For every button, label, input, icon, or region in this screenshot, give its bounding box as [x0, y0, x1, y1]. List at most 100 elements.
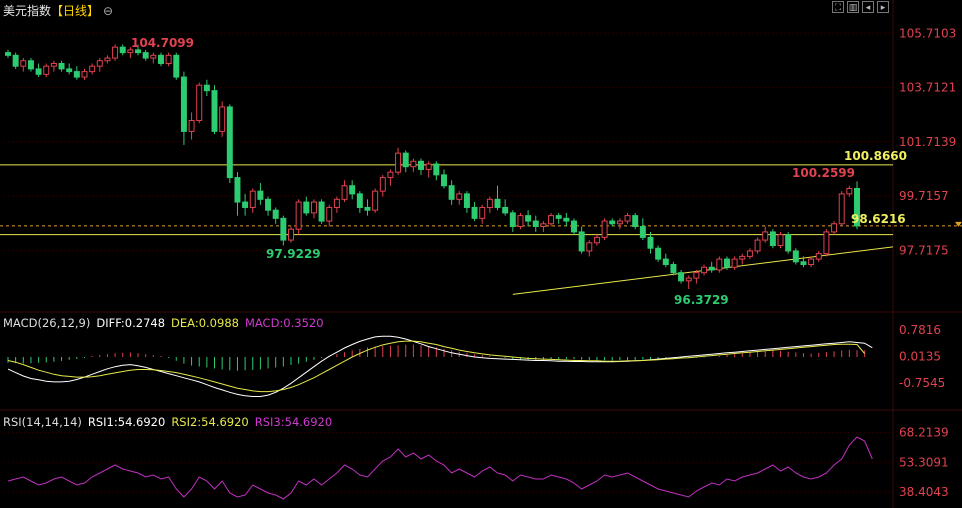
rsi2-text: RSI2:54.6920 — [171, 415, 249, 429]
rsi3-text: RSI3:54.6920 — [254, 415, 333, 429]
candle-body — [746, 250, 753, 257]
rsi-label: RSI(14,14,14) — [3, 415, 82, 429]
layout-icon[interactable]: ▥ — [847, 1, 859, 13]
candle-body — [303, 201, 310, 214]
candle-body — [525, 215, 532, 222]
rsi1-text: RSI1:54.6920 — [87, 415, 166, 429]
candle-body — [486, 198, 493, 208]
candle-body — [226, 106, 233, 179]
candle-body — [272, 209, 279, 219]
candle-body — [823, 231, 830, 255]
candle-body — [769, 231, 776, 247]
candle-body — [249, 190, 256, 208]
back-icon[interactable]: ◂ — [862, 1, 874, 13]
candle-body — [586, 242, 593, 252]
recent-high-annotation: 100.2599 — [792, 166, 855, 180]
candle-body — [548, 215, 555, 225]
candle-body — [540, 223, 547, 227]
candle-body — [754, 239, 761, 252]
candle-body — [532, 220, 539, 227]
candle-body — [418, 160, 425, 170]
macd-label: MACD(26,12,9) — [3, 316, 91, 330]
candle-body — [135, 49, 142, 54]
candle-body — [762, 231, 769, 241]
candle-body — [571, 220, 577, 233]
macd-legend: MACD(26,12,9) DIFF:0.2748 DEA:0.0988 MACD:0… — [3, 316, 330, 330]
candle-body — [716, 258, 723, 271]
instrument-name: 美元指数 — [3, 4, 52, 18]
candle-body — [647, 236, 654, 249]
magnifier-icon[interactable]: ⊖ — [103, 4, 114, 18]
y-tick-label: 103.7121 — [899, 81, 956, 95]
rsi-layer — [7, 436, 873, 500]
candle-body — [731, 258, 738, 268]
candle-body — [73, 71, 80, 78]
candle-body — [685, 277, 692, 282]
rsi-y-tick: 53.3091 — [899, 455, 949, 469]
candle-body — [800, 261, 807, 266]
candle-body — [509, 212, 516, 227]
candle-body — [333, 198, 340, 208]
fullscreen-icon[interactable]: ⛶ — [832, 1, 844, 13]
candle-body — [517, 215, 524, 227]
candle-body — [119, 46, 126, 54]
macd-dea-text: DEA:0.0988 — [171, 316, 239, 330]
labels-layer: 105.7103 103.7121 101.7139 99.7157 97.7175 10… — [131, 26, 956, 499]
candle-body — [593, 236, 600, 244]
candle-body — [157, 54, 164, 64]
chart-title: 美元指数【日线】 ⊖ — [3, 2, 113, 19]
candle-body — [440, 174, 447, 187]
current-price-marker — [955, 221, 962, 227]
candle-body — [180, 76, 187, 132]
candle-body — [288, 228, 294, 241]
candle-body — [165, 54, 172, 64]
candle-body — [792, 250, 799, 263]
candle-body — [318, 201, 325, 222]
candle-body — [257, 190, 264, 200]
y-tick-label: 105.7103 — [899, 26, 956, 40]
candle-body — [188, 120, 195, 132]
macd-diff-text: DIFF:0.2748 — [96, 316, 166, 330]
rsi-legend: RSI(14,14,14) RSI1:54.6920 RSI2:54.6920 RSI… — [3, 415, 338, 429]
candle-body — [831, 223, 838, 233]
candle-body — [66, 68, 73, 73]
candle-body — [815, 253, 822, 260]
forward-icon[interactable]: ▸ — [877, 1, 889, 13]
low-annotation: 97.9229 — [266, 247, 321, 261]
candle-body — [838, 193, 845, 225]
candles-layer — [0, 44, 962, 295]
candle-body — [777, 234, 784, 247]
candle-body — [96, 60, 103, 67]
macd-dea-line — [7, 340, 865, 393]
candle-body — [624, 215, 631, 222]
candle-body — [846, 187, 853, 195]
toolbar: ⛶ ▥ ◂ ▸ — [832, 1, 889, 13]
candle-body — [662, 258, 669, 266]
candle-body — [808, 258, 815, 266]
macd-layer — [7, 335, 873, 397]
candle-body — [234, 177, 241, 203]
candle-body — [89, 65, 96, 73]
candle-body — [295, 201, 302, 230]
candle-body — [387, 171, 394, 179]
candle-body — [326, 206, 333, 222]
candle-body — [402, 152, 409, 168]
high-annotation: 104.7099 — [131, 36, 194, 50]
candle-body — [203, 84, 210, 92]
candle-body — [854, 187, 860, 227]
candle-body — [578, 231, 585, 252]
candle-body — [479, 206, 486, 219]
rsi-y-tick: 68.2139 — [899, 426, 949, 440]
rsi-y-tick: 38.4043 — [899, 485, 949, 499]
candle-body — [425, 163, 432, 170]
candle-body — [693, 272, 700, 279]
candle-body — [433, 163, 440, 176]
candle-body — [723, 258, 730, 268]
period-tag[interactable]: 【日线】 — [51, 4, 100, 18]
candle-body — [35, 68, 42, 75]
candle-body — [463, 193, 470, 208]
candle-body — [616, 220, 623, 225]
candle-body — [280, 217, 287, 241]
candle-body — [81, 71, 88, 78]
